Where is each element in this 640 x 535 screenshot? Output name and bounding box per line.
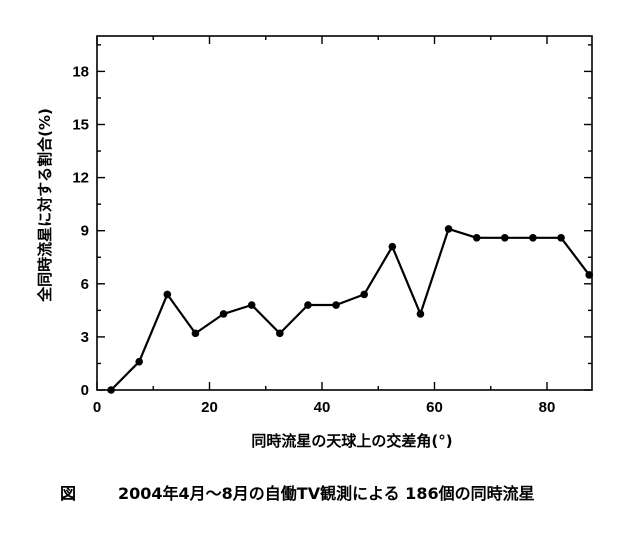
x-tick-label: 20 [201, 399, 218, 416]
y-tick-label: 0 [81, 382, 89, 399]
caption-text: 2004年4月～8月の自働TV観測による 186個の同時流星 [118, 484, 535, 503]
data-point [219, 310, 228, 318]
data-point [501, 233, 509, 242]
data-point [360, 290, 368, 299]
data-point [388, 242, 397, 251]
x-axis-label: 同時流星の天球上の交差角(°) [251, 432, 452, 450]
x-tick-label: 40 [314, 399, 331, 416]
data-point [444, 225, 453, 233]
y-tick-label: 6 [81, 276, 89, 293]
data-point [557, 233, 565, 242]
data-point [529, 233, 537, 242]
data-point [191, 329, 200, 338]
y-tick-label: 9 [81, 223, 89, 240]
series-line [110, 227, 591, 391]
data-point [304, 301, 312, 309]
y-axis-label: 全同時流星に対する割合(%) [36, 108, 54, 303]
y-tick-label: 12 [72, 170, 89, 187]
line-chart: 0 20 40 60 80 0 3 6 9 12 15 18 同時流星の天球上の交差角(°) 全同時流… [36, 35, 593, 450]
data-point [135, 357, 143, 366]
data-point [247, 301, 256, 309]
plot-frame [96, 35, 593, 391]
data-point [107, 386, 115, 394]
y-tick-label: 15 [72, 117, 89, 134]
data-point [332, 301, 340, 309]
x-tick-label: 80 [539, 399, 556, 416]
data-point [585, 271, 593, 279]
data-point [472, 233, 481, 242]
caption-prefix: 図 [60, 484, 77, 503]
x-tick-label: 0 [93, 399, 101, 416]
y-tick-label: 18 [72, 63, 89, 80]
y-tick-label: 3 [81, 329, 89, 346]
data-point [276, 329, 284, 338]
data-point [163, 290, 172, 299]
x-tick-label: 60 [426, 399, 443, 416]
data-point [416, 310, 425, 318]
